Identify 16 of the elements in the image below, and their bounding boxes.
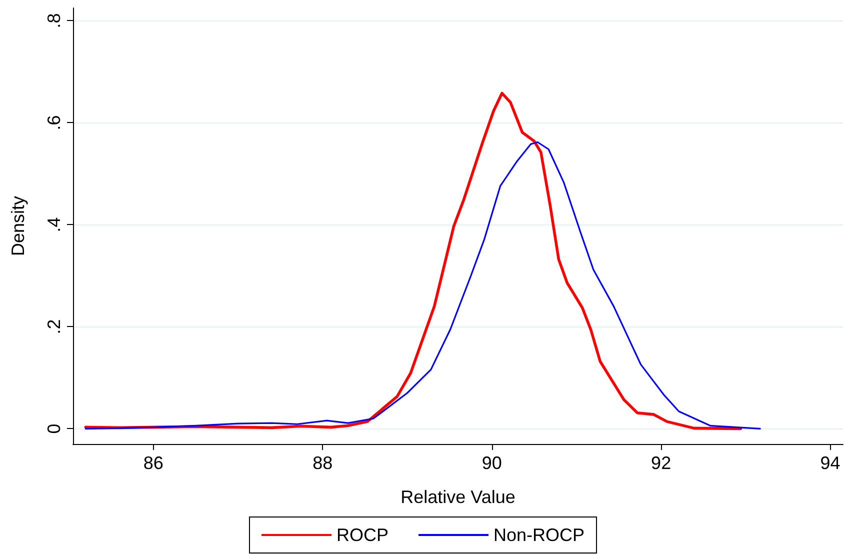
y-tick-label: 0 [44,424,64,434]
y-tick-label: .6 [44,115,64,130]
y-axis-title: Density [8,196,28,256]
y-tick-label: .2 [44,319,64,334]
x-tick-label: 90 [482,453,502,473]
x-tick-label: 92 [651,453,672,473]
legend-label: Non-ROCP [493,525,585,545]
y-tick-label: .8 [44,13,64,28]
line-series [84,92,742,430]
line-series [84,141,761,430]
x-tick-label: 86 [143,453,164,473]
x-tick-label: 94 [820,453,840,473]
y-tick-label: .4 [44,217,64,232]
x-axis-title: Relative Value [400,487,516,507]
x-tick-label: 88 [312,453,333,473]
legend-label: ROCP [336,525,389,545]
